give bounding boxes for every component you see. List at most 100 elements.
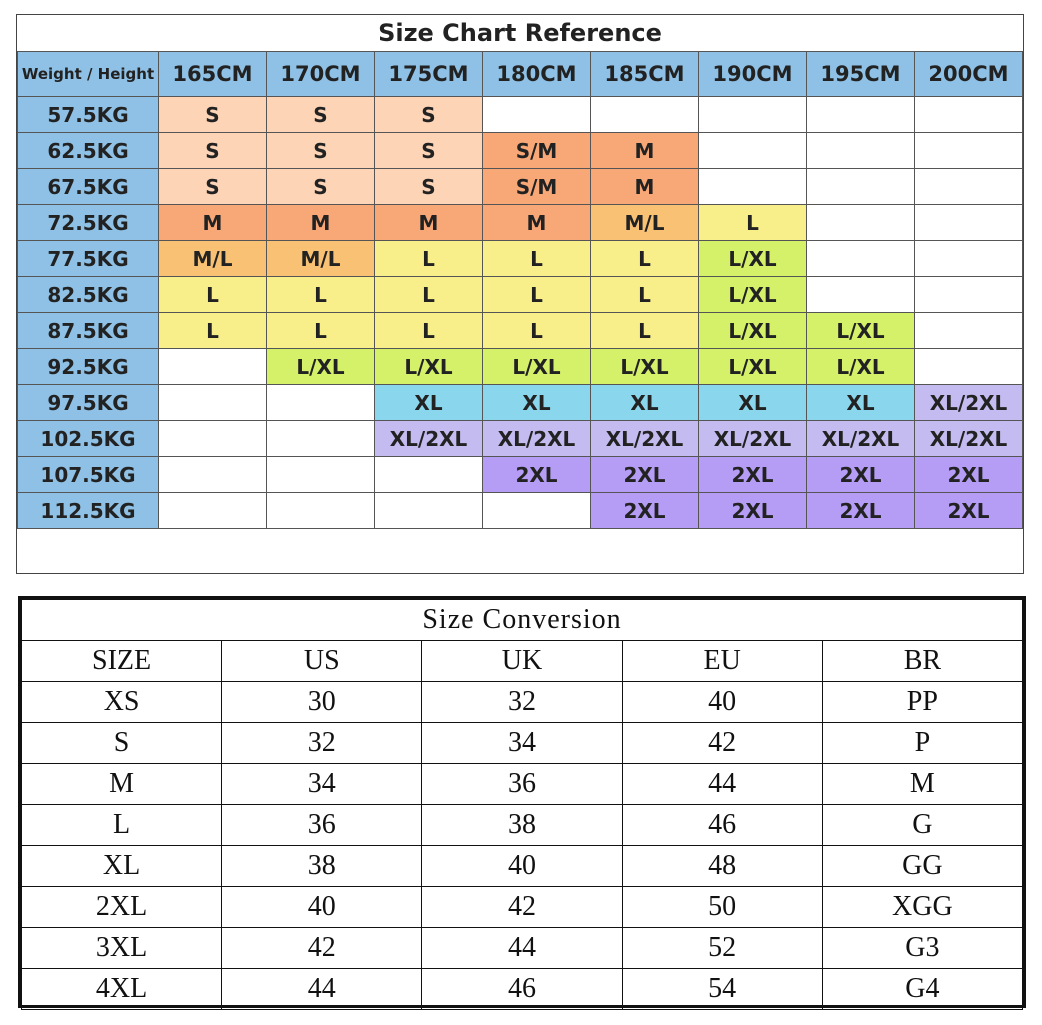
size-cell: M: [590, 132, 699, 169]
size-cell: XL: [698, 384, 807, 421]
size-cell: XL/2XL: [374, 420, 483, 457]
size-cell: L: [374, 276, 483, 313]
size-cell: L: [482, 240, 591, 277]
size-cell: L/XL: [374, 348, 483, 385]
table-row: 92.5KG L/XL L/XL L/XL L/XL L/XL L/XL: [17, 348, 1023, 385]
size-cell: L/XL: [806, 312, 915, 349]
size-conversion-panel: Size Conversion SIZE US UK EU BR XS 30 32 40 PP S 32…: [18, 596, 1026, 1010]
size-cell: [914, 132, 1023, 169]
size-cell: [158, 420, 267, 457]
column-header: UK: [421, 640, 623, 682]
size-conversion-title-row: Size Conversion: [21, 599, 1023, 641]
height-header: 170CM: [266, 51, 375, 97]
size-cell: M: [266, 204, 375, 241]
size-cell: [806, 204, 915, 241]
weight-label: 77.5KG: [17, 240, 159, 277]
table-row: 112.5KG 2XL 2XL 2XL 2XL: [17, 492, 1023, 529]
table-row: 3XL 42 44 52 G3: [20, 927, 1024, 969]
table-row: 82.5KG L L L L L L/XL: [17, 276, 1023, 313]
conversion-cell: 44: [621, 763, 823, 805]
spacer-cell: [17, 528, 1023, 565]
column-header: EU: [621, 640, 823, 682]
size-cell: L/XL: [698, 348, 807, 385]
size-cell: 2XL: [806, 456, 915, 493]
table-row: 102.5KG XL/2XL XL/2XL XL/2XL XL/2XL XL/2XL XL/…: [17, 420, 1023, 457]
size-cell: XL: [482, 384, 591, 421]
conversion-cell: GG: [821, 845, 1024, 887]
size-cell: L/XL: [698, 240, 807, 277]
size-cell: 2XL: [698, 456, 807, 493]
conversion-cell: 2XL: [20, 886, 223, 928]
size-cell: [266, 492, 375, 529]
size-cell: L: [698, 204, 807, 241]
size-cell: XL: [374, 384, 483, 421]
size-cell: 2XL: [914, 456, 1023, 493]
weight-label: 107.5KG: [17, 456, 159, 493]
size-cell: L: [590, 276, 699, 313]
column-header: SIZE: [20, 640, 223, 682]
size-cell: [266, 384, 375, 421]
weight-label: 92.5KG: [17, 348, 159, 385]
conversion-cell: 42: [621, 722, 823, 764]
conversion-cell: L: [20, 804, 223, 846]
conversion-cell: G: [821, 804, 1024, 846]
size-cell: [590, 96, 699, 133]
size-cell: 2XL: [590, 492, 699, 529]
size-cell: XL/2XL: [590, 420, 699, 457]
size-cell: [266, 420, 375, 457]
conversion-cell: M: [821, 763, 1024, 805]
size-cell: L: [266, 276, 375, 313]
size-cell: XL: [590, 384, 699, 421]
size-cell: [266, 456, 375, 493]
size-cell: [914, 204, 1023, 241]
weight-label: 87.5KG: [17, 312, 159, 349]
conversion-cell: 38: [221, 845, 423, 887]
table-row: 87.5KG L L L L L L/XL L/XL: [17, 312, 1023, 349]
table-row: 72.5KG M M M M M/L L: [17, 204, 1023, 241]
weight-label: 72.5KG: [17, 204, 159, 241]
conversion-cell: P: [821, 722, 1024, 764]
conversion-cell: 40: [421, 845, 623, 887]
table-row: 4XL 44 46 54 G4: [20, 968, 1024, 1010]
size-cell: [806, 132, 915, 169]
size-chart-header-row: Weight / Height 165CM 170CM 175CM 180CM 185CM…: [17, 51, 1023, 97]
size-cell: [374, 456, 483, 493]
conversion-cell: XL: [20, 845, 223, 887]
size-cell: [482, 96, 591, 133]
conversion-cell: 52: [621, 927, 823, 969]
table-row: 67.5KG S S S S/M M: [17, 168, 1023, 205]
conversion-cell: 40: [621, 681, 823, 723]
table-row: XL 38 40 48 GG: [20, 845, 1024, 887]
conversion-cell: 36: [421, 763, 623, 805]
size-cell: 2XL: [914, 492, 1023, 529]
size-cell: XL/2XL: [698, 420, 807, 457]
size-cell: M: [158, 204, 267, 241]
height-header: 185CM: [590, 51, 699, 97]
size-cell: 2XL: [698, 492, 807, 529]
size-cell: L: [374, 240, 483, 277]
table-row: S 32 34 42 P: [20, 722, 1024, 764]
size-cell: M: [374, 204, 483, 241]
weight-label: 67.5KG: [17, 168, 159, 205]
conversion-cell: 48: [621, 845, 823, 887]
weight-label: 102.5KG: [17, 420, 159, 457]
weight-label: 62.5KG: [17, 132, 159, 169]
height-header: 165CM: [158, 51, 267, 97]
size-chart-panel: Size Chart Reference Weight / Height 165C…: [16, 14, 1024, 574]
size-cell: M: [590, 168, 699, 205]
size-cell: L: [590, 240, 699, 277]
size-cell: [158, 456, 267, 493]
size-cell: XL: [806, 384, 915, 421]
conversion-cell: 50: [621, 886, 823, 928]
size-cell: L: [482, 276, 591, 313]
height-header: 175CM: [374, 51, 483, 97]
conversion-cell: 32: [221, 722, 423, 764]
column-header: BR: [821, 640, 1024, 682]
size-cell: S: [374, 132, 483, 169]
conversion-cell: 46: [621, 804, 823, 846]
size-cell: S: [374, 168, 483, 205]
size-chart-spacer-row: [17, 528, 1023, 565]
table-row: XS 30 32 40 PP: [20, 681, 1024, 723]
size-cell: S/M: [482, 132, 591, 169]
size-cell: L/XL: [482, 348, 591, 385]
